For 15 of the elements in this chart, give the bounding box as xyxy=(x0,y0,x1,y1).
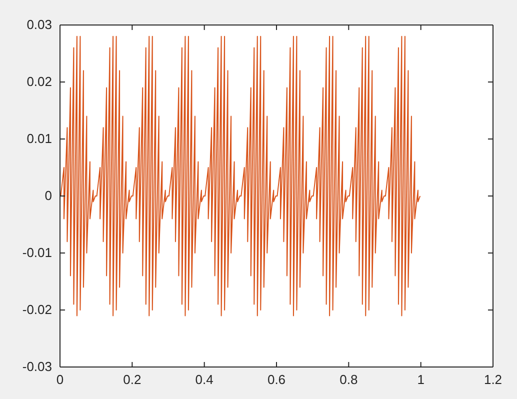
y-tick-label: 0.02 xyxy=(26,74,52,90)
y-tick-label: -0.01 xyxy=(22,245,52,260)
line-series xyxy=(60,36,421,316)
x-tick-label: 0.4 xyxy=(195,372,214,388)
x-tick-label: 1.2 xyxy=(484,372,502,388)
y-tick-label: 0 xyxy=(44,188,52,204)
y-tick-label: -0.03 xyxy=(22,359,52,374)
y-tick-label: 0.01 xyxy=(26,131,52,146)
y-tick-label: 0.03 xyxy=(26,17,52,32)
x-tick-label: 1 xyxy=(417,372,424,388)
x-tick-label: 0 xyxy=(56,372,64,388)
x-tick-label: 0.2 xyxy=(123,372,142,388)
x-tick-label: 0.8 xyxy=(340,372,358,388)
y-tick-label: -0.02 xyxy=(22,302,52,318)
x-tick-label: 0.6 xyxy=(267,372,286,388)
